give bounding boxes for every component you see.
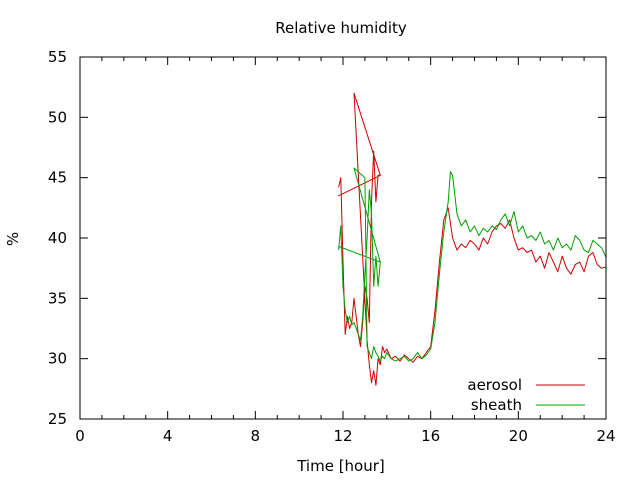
chart-title: Relative humidity [275,19,407,37]
x-tick-label-2: 8 [251,427,261,445]
y-axis-label: % [4,232,22,246]
x-tick-label-4: 16 [421,427,440,445]
x-tick-label-3: 12 [333,427,352,445]
x-tick-label-5: 20 [509,427,528,445]
y-tick-label-4: 45 [48,169,67,187]
y-tick-label-2: 35 [48,289,67,307]
x-tick-label-0: 0 [75,427,85,445]
axis-ticks: 0 4 8 12 16 20 24 25 30 35 40 45 50 55 [48,48,616,445]
x-tick-label-1: 4 [163,427,173,445]
y-tick-label-6: 55 [48,48,67,66]
x-axis-label: Time [hour] [296,457,385,475]
series-layer [338,92,607,386]
legend-label-sheath: sheath [471,396,522,414]
y-tick-label-3: 40 [48,229,67,247]
y-tick-label-5: 50 [48,108,67,126]
series-line-sheath [338,167,607,362]
series-line-aerosol [338,92,607,386]
legend: aerosol sheath [467,376,585,414]
y-tick-label-0: 25 [48,410,67,428]
x-tick-label-6: 24 [596,427,615,445]
plot-frame [79,56,607,420]
legend-label-aerosol: aerosol [467,376,522,394]
y-tick-label-1: 30 [48,350,67,368]
